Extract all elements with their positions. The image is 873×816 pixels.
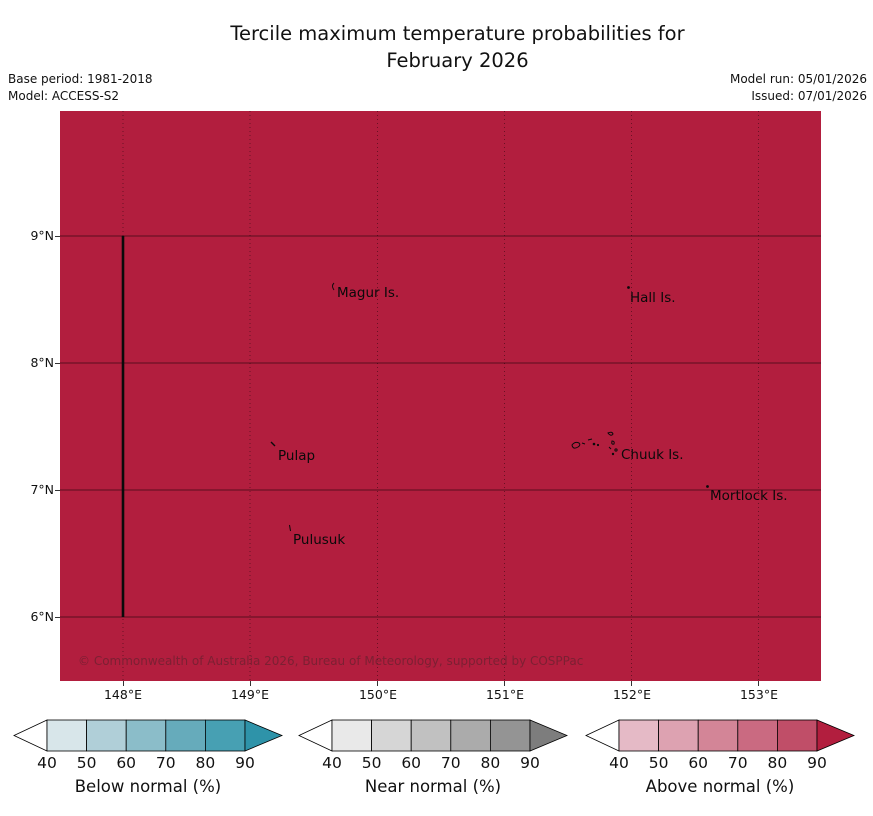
model-run-text: Model run: 05/01/2026 — [729, 72, 867, 86]
island-outlines — [270, 282, 709, 532]
colorbar-segment — [46, 719, 87, 752]
xtick-153e: 153°E — [739, 687, 778, 702]
place-label-magur: Magur Is. — [337, 285, 399, 301]
colorbar-segment — [489, 719, 531, 752]
tick-label: 90 — [520, 754, 540, 772]
page-title: Tercile maximum temperature probabilitie… — [0, 21, 873, 75]
colorbar-segment — [658, 719, 699, 752]
colorbar-over-arrow — [244, 719, 283, 752]
xtickmark-152e — [631, 681, 632, 686]
legend-caption-near-normal: Near normal (%) — [364, 777, 502, 796]
colorbar-segment — [371, 719, 412, 752]
colorbar-segment — [86, 719, 127, 752]
legend-near-normal: 40 50 60 70 80 90 Near normal (%) — [298, 719, 568, 796]
latitude-gridlines — [60, 235, 821, 618]
colorbar-segment — [165, 719, 206, 752]
ytickmark-7n — [55, 490, 60, 491]
xtick-148e: 148°E — [103, 687, 142, 702]
tick-label: 70 — [727, 754, 748, 772]
colorbar-near-normal — [298, 719, 568, 752]
ytick-9n: 9°N — [30, 228, 54, 243]
xtick-152e: 152°E — [612, 687, 651, 702]
hall-island-mark — [627, 286, 630, 289]
xtickmark-151e — [504, 681, 505, 686]
colorbar-segment — [737, 719, 778, 752]
pulap-island-mark — [270, 441, 276, 447]
tick-label: 50 — [648, 754, 669, 772]
colorbar-under-arrow — [298, 719, 333, 752]
colorbar-ticks: 40 50 60 70 80 90 — [298, 754, 568, 774]
meta-left: Base period: 1981-2018 Model: ACCESS-S2 — [8, 71, 153, 106]
legend-caption-above-normal: Above normal (%) — [645, 777, 795, 796]
mortlock-island-mark — [706, 485, 709, 488]
colorbar-segment — [204, 719, 246, 752]
meta-right: Model run: 05/01/2026 Issued: 07/01/2026 — [730, 71, 867, 106]
page-title-line2: February 2026 — [386, 48, 529, 72]
colorbar-above-normal — [585, 719, 855, 752]
tick-label: 50 — [361, 754, 382, 772]
tick-label: 60 — [688, 754, 709, 772]
colorbar-segment — [618, 719, 659, 752]
ytickmark-6n — [55, 617, 60, 618]
colorbar-segment — [450, 719, 491, 752]
xtickmark-150e — [377, 681, 378, 686]
map-background — [60, 111, 821, 681]
tick-label: 40 — [609, 754, 629, 772]
legend-below-normal: 40 50 60 70 80 90 Below normal (%) — [13, 719, 283, 796]
place-label-pulap: Pulap — [278, 448, 315, 464]
copyright-text: © Commonwealth of Australia 2026, Bureau… — [78, 654, 583, 668]
legend-caption-below-normal: Below normal (%) — [74, 777, 222, 796]
xtick-149e: 149°E — [230, 687, 269, 702]
place-label-pulusuk: Pulusuk — [293, 532, 345, 548]
model-text: Model: ACCESS-S2 — [8, 89, 120, 104]
colorbar-ticks: 40 50 60 70 80 90 — [585, 754, 855, 774]
tick-label: 70 — [440, 754, 461, 772]
colorbar-ticks: 40 50 60 70 80 90 — [13, 754, 283, 774]
tick-label: 50 — [76, 754, 97, 772]
base-period-text: Base period: 1981-2018 — [8, 72, 153, 86]
ytick-7n: 7°N — [30, 482, 54, 497]
ytick-6n: 6°N — [30, 609, 54, 624]
legend-above-normal: 40 50 60 70 80 90 Above normal (%) — [585, 719, 855, 796]
place-label-chuuk: Chuuk Is. — [621, 447, 684, 463]
tick-label: 90 — [235, 754, 255, 772]
colorbar-segment — [776, 719, 818, 752]
xtickmark-153e — [758, 681, 759, 686]
colorbar-over-arrow — [529, 719, 568, 752]
ytick-8n: 8°N — [30, 355, 54, 370]
place-labels: Magur Is. Hall Is. Pulap Chuuk Is. Mortl… — [278, 285, 788, 548]
colorbar-segment — [331, 719, 372, 752]
xtick-151e: 151°E — [485, 687, 524, 702]
page-title-line1: Tercile maximum temperature probabilitie… — [230, 22, 685, 45]
tick-label: 60 — [116, 754, 137, 772]
tick-label: 40 — [322, 754, 342, 772]
tick-label: 80 — [767, 754, 788, 772]
colorbar-segment — [410, 719, 452, 752]
tick-label: 90 — [807, 754, 827, 772]
issued-text: Issued: 07/01/2026 — [751, 89, 867, 104]
tick-label: 40 — [37, 754, 57, 772]
map-canvas: Magur Is. Hall Is. Pulap Chuuk Is. Mortl… — [60, 111, 821, 681]
place-label-hall: Hall Is. — [630, 290, 676, 306]
colorbar-under-arrow — [585, 719, 620, 752]
tick-label: 80 — [480, 754, 501, 772]
xtick-150e: 150°E — [358, 687, 397, 702]
colorbar-segment — [125, 719, 167, 752]
xtickmark-148e — [123, 681, 124, 686]
tick-label: 60 — [401, 754, 422, 772]
magur-island-mark — [332, 282, 335, 291]
colorbar-segment — [697, 719, 739, 752]
ytickmark-9n — [55, 236, 60, 237]
colorbar-under-arrow — [13, 719, 48, 752]
colorbar-below-normal — [13, 719, 283, 752]
tick-label: 70 — [155, 754, 176, 772]
tick-label: 80 — [195, 754, 216, 772]
pulusuk-island-mark — [289, 524, 291, 532]
ytickmark-8n — [55, 363, 60, 364]
colorbar-over-arrow — [816, 719, 855, 752]
chuuk-island-marks — [571, 431, 618, 456]
xtickmark-149e — [250, 681, 251, 686]
place-label-mortlock: Mortlock Is. — [710, 488, 788, 504]
